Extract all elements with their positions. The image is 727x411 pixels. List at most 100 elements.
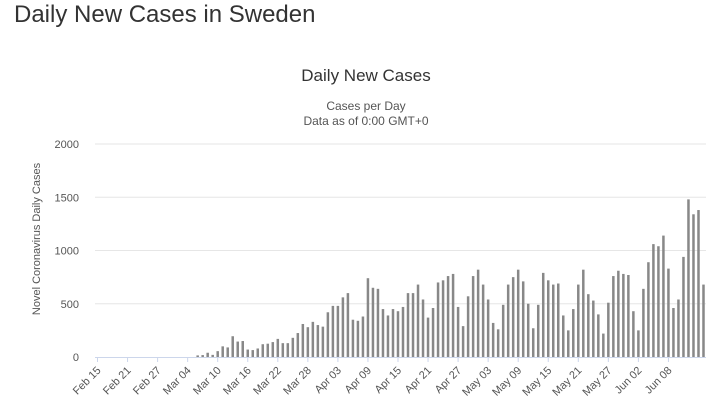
y-axis-title: Novel Coronavirus Daily Cases (31, 162, 43, 315)
x-tick-label-3: Mar 04 (161, 365, 194, 398)
x-tick-label-1: Feb 21 (101, 365, 134, 398)
bar-day-31 (251, 350, 255, 357)
bar-day-47 (331, 305, 335, 357)
bar-day-100 (597, 314, 600, 357)
x-tick-label-11: Apr 21 (403, 365, 434, 396)
x-tick-label-16: May 21 (550, 365, 584, 399)
bar-day-106 (627, 275, 630, 357)
bar-day-44 (316, 325, 320, 357)
bar-day-54 (366, 278, 370, 357)
bar-day-90 (546, 280, 550, 357)
bar-day-64 (416, 284, 420, 357)
bar-day-53 (361, 316, 365, 357)
bar-day-55 (371, 287, 375, 357)
bar-day-46 (326, 312, 330, 357)
chart-title: Daily New Cases (301, 66, 430, 85)
bar-day-89 (541, 272, 545, 357)
bar-day-56 (376, 288, 380, 357)
bar-day-20 (196, 355, 199, 357)
bar-day-39 (291, 337, 295, 357)
bar-day-62 (406, 293, 410, 357)
bar-day-119 (692, 214, 695, 357)
bar-day-49 (341, 297, 345, 357)
bar-day-92 (557, 283, 560, 357)
bar-day-69 (441, 280, 445, 357)
x-tick-label-7: Mar 28 (281, 365, 314, 398)
x-tick-label-18: Jun 02 (613, 365, 645, 397)
bar-day-75 (471, 276, 475, 357)
bar-day-48 (336, 305, 340, 357)
bar-day-61 (401, 306, 405, 357)
x-tick-label-14: May 09 (490, 365, 524, 399)
bar-day-41 (301, 323, 305, 357)
x-tick-label-5: Mar 16 (221, 365, 254, 398)
bar-day-82 (506, 284, 510, 357)
x-tick-label-12: Apr 27 (433, 365, 464, 396)
bar-day-96 (577, 284, 580, 357)
bar-day-45 (321, 326, 325, 357)
bar-day-40 (296, 333, 300, 357)
bar-day-117 (682, 256, 685, 357)
x-tick-label-2: Feb 27 (131, 365, 164, 398)
bar-day-68 (436, 282, 440, 357)
y-tick-label-1500: 1500 (55, 192, 79, 204)
bar-series (196, 199, 705, 358)
bar-day-103 (612, 276, 615, 357)
y-tick-label-500: 500 (61, 299, 79, 311)
x-tick-label-15: May 15 (520, 365, 554, 399)
x-tick-label-4: Mar 10 (191, 365, 224, 398)
bar-day-37 (281, 343, 285, 357)
bar-day-120 (697, 210, 700, 357)
bar-day-78 (486, 299, 490, 357)
bar-day-70 (446, 276, 450, 357)
bar-day-74 (466, 296, 470, 357)
bar-day-121 (702, 284, 705, 357)
bar-day-104 (617, 270, 620, 357)
bar-day-60 (396, 311, 400, 357)
bar-day-32 (256, 348, 260, 357)
x-tick-label-13: May 03 (460, 365, 494, 399)
bar-day-88 (536, 304, 540, 357)
bar-day-21 (201, 355, 204, 357)
bar-day-24 (216, 351, 219, 357)
bar-day-98 (587, 294, 590, 357)
bar-day-77 (481, 284, 485, 357)
bar-day-50 (346, 293, 350, 357)
x-tick-label-9: Apr 09 (343, 365, 374, 396)
bar-day-101 (602, 333, 605, 357)
bar-day-95 (572, 309, 575, 357)
bar-day-73 (461, 326, 465, 357)
x-tick-label-8: Apr 03 (313, 365, 344, 396)
bar-day-87 (531, 328, 535, 357)
bar-day-59 (391, 309, 395, 357)
bar-day-115 (672, 308, 675, 357)
x-tick-label-0: Feb 15 (71, 365, 104, 398)
bar-day-111 (652, 244, 655, 357)
bar-day-83 (511, 277, 515, 358)
bar-day-43 (311, 321, 315, 357)
bar-day-112 (657, 246, 660, 357)
bar-day-102 (607, 302, 610, 357)
bar-day-110 (647, 262, 650, 357)
bar-day-71 (451, 273, 455, 357)
bar-day-58 (386, 315, 390, 357)
y-tick-label-2000: 2000 (55, 139, 79, 151)
x-tick-label-19: Jun 08 (643, 365, 675, 397)
bar-day-52 (356, 320, 360, 357)
bar-day-85 (521, 281, 525, 357)
bar-day-114 (667, 268, 670, 357)
bar-day-76 (476, 269, 480, 357)
y-tick-label-1000: 1000 (55, 246, 79, 258)
grid-lines (95, 143, 706, 305)
bar-day-91 (552, 284, 555, 357)
x-tick-label-10: Apr 15 (373, 365, 404, 396)
bar-day-72 (456, 306, 460, 357)
bar-day-35 (271, 342, 275, 357)
bar-day-29 (241, 341, 244, 357)
chart-subtitle: Cases per Day (326, 99, 405, 113)
chart-subtitle-date: Data as of 0:00 GMT+0 (303, 114, 428, 128)
x-tick-label-6: Mar 22 (251, 365, 284, 398)
bar-day-57 (381, 309, 385, 357)
bar-day-42 (306, 327, 310, 357)
